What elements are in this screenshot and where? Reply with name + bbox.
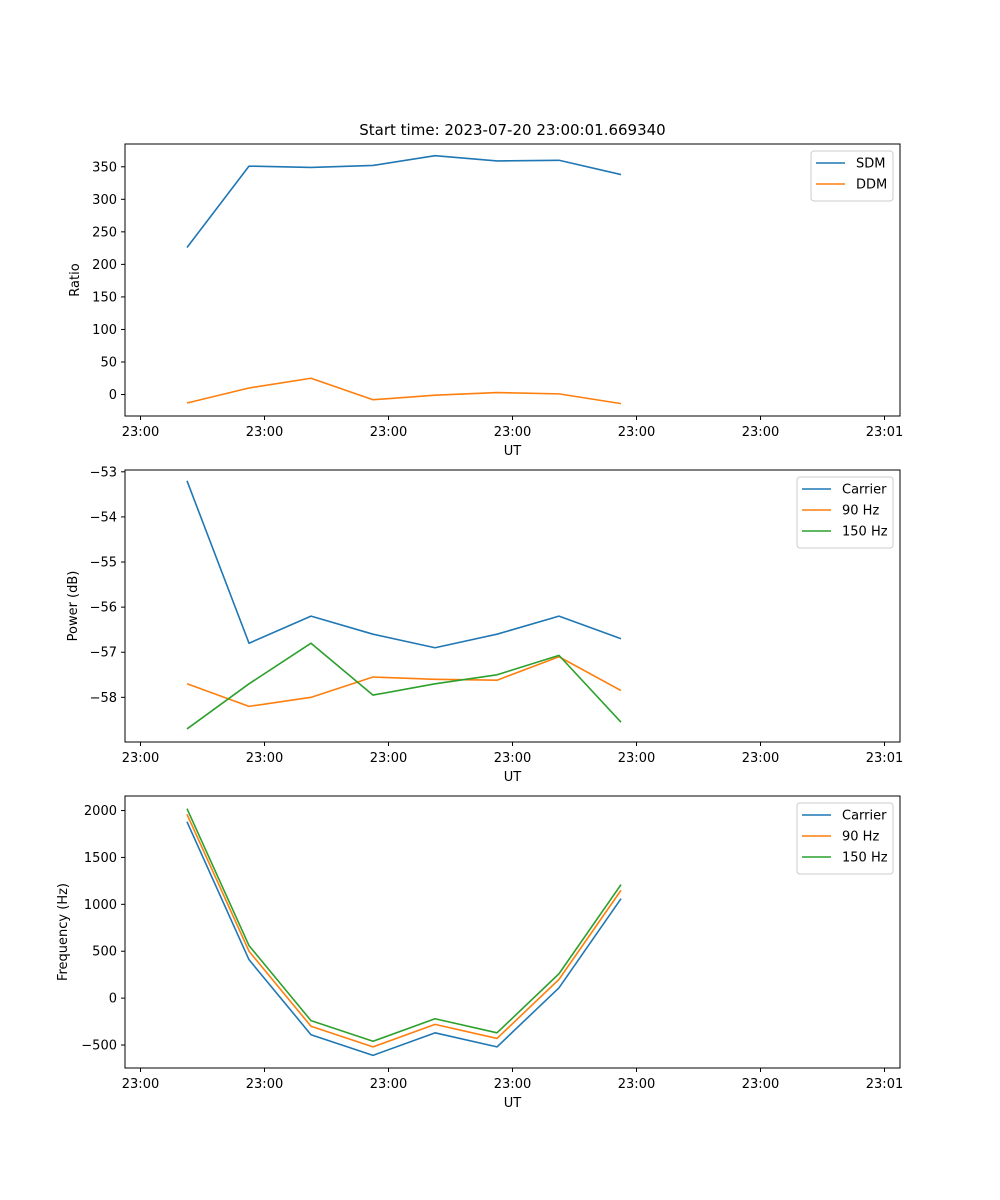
series-line-90-hz [186, 813, 622, 1048]
chart-panel-1: Start time: 2023-07-20 23:00:01.669340 23… [68, 121, 903, 459]
x-tick-label: 23:00 [742, 751, 779, 766]
series-line-ddm [186, 377, 622, 405]
y-tick-label: 1500 [84, 851, 117, 866]
series-line-90-hz [186, 655, 622, 708]
legend-label: Carrier [842, 809, 887, 824]
x-axis-label: UT [504, 1096, 522, 1111]
chart-panel-3: 23:00 23:00 23:00 23:00 23:00 23:00 23:01 −500 0… [56, 795, 903, 1111]
y-tick-label: 500 [92, 945, 117, 960]
legend: Carrier 90 Hz 150 Hz [796, 802, 894, 875]
y-axis-label: Ratio [68, 263, 83, 296]
legend-label: 150 Hz [842, 851, 888, 866]
x-tick-label: 23:00 [370, 425, 407, 440]
x-tick-label: 23:00 [494, 425, 531, 440]
x-axis-label: UT [504, 770, 522, 785]
y-tick-label: 1000 [84, 898, 117, 913]
x-tick-label: 23:01 [866, 751, 903, 766]
y-tick-label: −500 [81, 1039, 117, 1054]
series-line-150-hz [186, 642, 622, 730]
x-tick-label: 23:01 [866, 425, 903, 440]
x-tick-label: 23:00 [122, 425, 159, 440]
series-line-carrier [186, 821, 622, 1057]
legend-label: SDM [856, 157, 885, 172]
legend: Carrier 90 Hz 150 Hz [796, 476, 894, 549]
x-tick-label: 23:00 [246, 1077, 283, 1092]
legend-label: 90 Hz [842, 504, 879, 519]
y-tick-label: 0 [109, 388, 117, 403]
series-line-carrier [186, 480, 622, 649]
x-tick-label: 23:00 [246, 425, 283, 440]
series-line-150-hz [186, 808, 622, 1043]
y-tick-label: 100 [92, 323, 117, 338]
legend-label: 90 Hz [842, 830, 879, 845]
x-tick-label: 23:00 [742, 1077, 779, 1092]
y-tick-label: −54 [90, 510, 117, 525]
y-tick-label: −56 [90, 601, 117, 616]
y-axis-label: Frequency (Hz) [56, 883, 71, 981]
series-line-sdm [186, 154, 622, 248]
legend-label: DDM [856, 178, 887, 193]
x-tick-label: 23:01 [866, 1077, 903, 1092]
y-tick-label: 2000 [84, 804, 117, 819]
x-tick-label: 23:00 [618, 751, 655, 766]
x-tick-label: 23:00 [370, 1077, 407, 1092]
y-tick-label: −57 [90, 646, 117, 661]
x-tick-label: 23:00 [246, 751, 283, 766]
x-tick-label: 23:00 [122, 1077, 159, 1092]
y-tick-label: 350 [92, 160, 117, 175]
x-tick-label: 23:00 [494, 1077, 531, 1092]
y-tick-label: −58 [90, 691, 117, 706]
chart-title: Start time: 2023-07-20 23:00:01.669340 [359, 121, 665, 139]
y-tick-label: 50 [100, 355, 117, 370]
y-tick-label: 150 [92, 290, 117, 305]
x-tick-label: 23:00 [122, 751, 159, 766]
legend: SDM DDM [810, 150, 894, 202]
y-tick-label: −53 [90, 465, 117, 480]
legend-label: 150 Hz [842, 525, 888, 540]
x-axis-label: UT [504, 444, 522, 459]
y-tick-label: −55 [90, 556, 117, 571]
x-tick-label: 23:00 [618, 425, 655, 440]
x-tick-label: 23:00 [742, 425, 779, 440]
y-tick-label: 250 [92, 225, 117, 240]
chart-panel-2: 23:00 23:00 23:00 23:00 23:00 23:00 23:01 −58 −5… [66, 465, 903, 785]
x-tick-label: 23:00 [618, 1077, 655, 1092]
y-axis-label: Power (dB) [66, 571, 81, 642]
legend-label: Carrier [842, 483, 887, 498]
y-tick-label: 0 [109, 992, 117, 1007]
x-tick-label: 23:00 [370, 751, 407, 766]
x-tick-label: 23:00 [494, 751, 531, 766]
y-tick-label: 300 [92, 193, 117, 208]
y-tick-label: 200 [92, 258, 117, 273]
